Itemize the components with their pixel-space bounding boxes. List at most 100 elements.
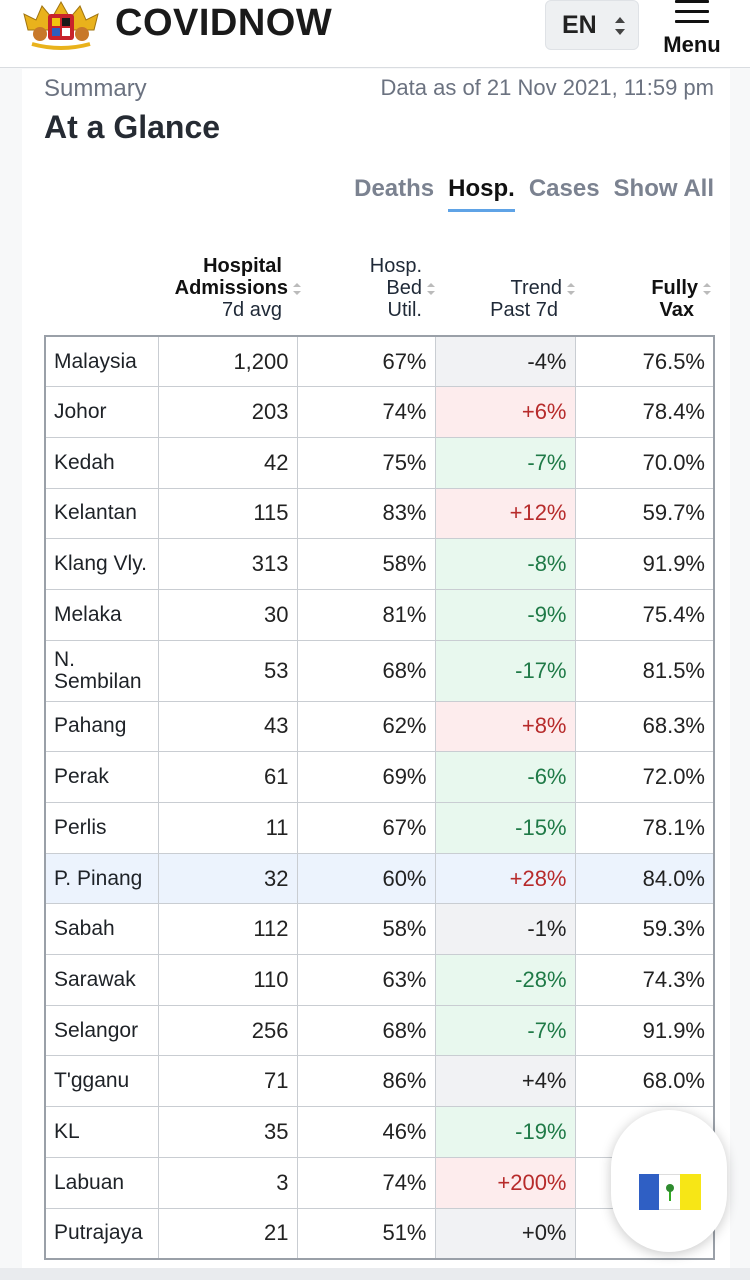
data-timestamp: Data as of 21 Nov 2021, 11:59 pm	[380, 75, 714, 100]
trend-cell: -6%	[434, 751, 576, 803]
table-row[interactable]: Sarawak 110 63% -28% 74.3%	[44, 954, 715, 1006]
table-row[interactable]: N. Sembilan 53 68% -17% 81.5%	[44, 639, 715, 702]
brand-title[interactable]: COVIDNOW	[115, 2, 333, 44]
tab-deaths[interactable]: Deaths	[354, 175, 435, 202]
admissions-cell: 3	[157, 1156, 298, 1209]
sort-icon	[427, 282, 435, 295]
top-bar: COVIDNOW EN Menu	[0, 0, 750, 68]
table-row[interactable]: Pahang 43 62% +8% 68.3%	[44, 700, 715, 753]
state-cell: T'gganu	[44, 1055, 159, 1108]
table-row[interactable]: Kelantan 115 83% +12% 59.7%	[44, 487, 715, 540]
floating-state-button[interactable]	[611, 1110, 727, 1252]
trend-cell: -4%	[434, 335, 576, 388]
state-cell: P. Pinang	[44, 852, 159, 905]
state-cell: Perlis	[44, 802, 159, 854]
fully-vax-cell: 75.4%	[574, 588, 715, 641]
trend-cell: -7%	[434, 1004, 576, 1057]
table-row[interactable]: Kedah 42 75% -7% 70.0%	[44, 436, 715, 489]
table-row[interactable]: Selangor 256 68% -7% 91.9%	[44, 1004, 715, 1057]
trend-cell: +8%	[434, 700, 576, 753]
fully-vax-cell: 74.3%	[574, 954, 715, 1006]
admissions-cell: 21	[157, 1207, 298, 1260]
admissions-cell: 256	[157, 1004, 298, 1057]
menu-button[interactable]: Menu	[660, 0, 730, 60]
fully-vax-cell: 59.7%	[574, 487, 715, 540]
state-cell: Kedah	[44, 436, 159, 489]
table-row[interactable]: Perlis 11 67% -15% 78.1%	[44, 802, 715, 854]
bed-util-cell: 86%	[296, 1055, 436, 1108]
table-row[interactable]: Sabah 112 58% -1% 59.3%	[44, 903, 715, 956]
fully-vax-cell: 68.3%	[574, 700, 715, 753]
table-row[interactable]: Klang Vly. 313 58% -8% 91.9%	[44, 538, 715, 590]
bed-util-cell: 46%	[296, 1106, 436, 1158]
column-header-fully-vax[interactable]: Fully Vax	[622, 277, 712, 321]
admissions-cell: 112	[157, 903, 298, 956]
state-cell: Klang Vly.	[44, 538, 159, 590]
table-row[interactable]: P. Pinang 32 60% +28% 84.0%	[44, 852, 715, 905]
table-row[interactable]: Johor 203 74% +6% 78.4%	[44, 386, 715, 438]
state-cell: KL	[44, 1106, 159, 1158]
column-header-trend[interactable]: Trend Past 7d	[472, 277, 576, 321]
fully-vax-cell: 70.0%	[574, 436, 715, 489]
state-cell: Selangor	[44, 1004, 159, 1057]
bed-util-cell: 60%	[296, 852, 436, 905]
admissions-cell: 53	[157, 639, 298, 702]
trend-cell: -7%	[434, 436, 576, 489]
admissions-cell: 115	[157, 487, 298, 540]
bed-util-cell: 62%	[296, 700, 436, 753]
table-row[interactable]: Malaysia 1,200 67% -4% 76.5%	[44, 335, 715, 388]
trend-cell: -28%	[434, 954, 576, 1006]
column-header-admissions[interactable]: Hospital Admissions 7d avg	[152, 255, 302, 321]
bed-util-cell: 51%	[296, 1207, 436, 1260]
table-row[interactable]: Labuan 3 74% +200%	[44, 1156, 715, 1209]
fully-vax-cell: 59.3%	[574, 903, 715, 956]
language-value: EN	[562, 10, 597, 39]
bed-util-cell: 83%	[296, 487, 436, 540]
bed-util-cell: 58%	[296, 903, 436, 956]
fully-vax-cell: 81.5%	[574, 639, 715, 702]
page-title: At a Glance	[44, 109, 221, 145]
sort-icon	[703, 282, 711, 295]
bed-util-cell: 69%	[296, 751, 436, 803]
bed-util-cell: 67%	[296, 802, 436, 854]
trend-cell: +12%	[434, 487, 576, 540]
admissions-cell: 313	[157, 538, 298, 590]
malaysia-coat-of-arms-logo[interactable]	[22, 0, 100, 52]
table-row[interactable]: Putrajaya 21 51% +0%	[44, 1207, 715, 1260]
bed-util-cell: 68%	[296, 639, 436, 702]
tab-show-all[interactable]: Show All	[613, 175, 714, 202]
tab-cases[interactable]: Cases	[528, 175, 600, 202]
trend-cell: +200%	[434, 1156, 576, 1209]
fully-vax-cell: 91.9%	[574, 1004, 715, 1057]
bed-util-cell: 74%	[296, 386, 436, 438]
sort-caret-icon	[615, 17, 625, 35]
state-cell: N. Sembilan	[44, 639, 159, 702]
state-cell: Melaka	[44, 588, 159, 641]
hamburger-icon	[675, 0, 709, 23]
trend-cell: -19%	[434, 1106, 576, 1158]
column-header-bed-util[interactable]: Hosp. Bed Util.	[344, 255, 436, 321]
metric-tabs: Deaths Hosp. Cases Show All	[354, 175, 714, 212]
admissions-cell: 32	[157, 852, 298, 905]
table-row[interactable]: Perak 61 69% -6% 72.0%	[44, 751, 715, 803]
admissions-cell: 42	[157, 436, 298, 489]
tab-hospital[interactable]: Hosp.	[448, 175, 515, 212]
trend-cell: +28%	[434, 852, 576, 905]
admissions-cell: 110	[157, 954, 298, 1006]
state-cell: Putrajaya	[44, 1207, 159, 1260]
state-cell: Kelantan	[44, 487, 159, 540]
fully-vax-cell: 84.0%	[574, 852, 715, 905]
page-bottom-edge	[0, 1268, 750, 1280]
fully-vax-cell: 76.5%	[574, 335, 715, 388]
trend-cell: -1%	[434, 903, 576, 956]
admissions-cell: 43	[157, 700, 298, 753]
fully-vax-cell: 72.0%	[574, 751, 715, 803]
language-select[interactable]: EN	[545, 0, 639, 50]
section-label: Summary	[44, 75, 147, 102]
bed-util-cell: 68%	[296, 1004, 436, 1057]
table-row[interactable]: Melaka 30 81% -9% 75.4%	[44, 588, 715, 641]
trend-cell: +4%	[434, 1055, 576, 1108]
bed-util-cell: 63%	[296, 954, 436, 1006]
admissions-cell: 30	[157, 588, 298, 641]
table-row[interactable]: T'gganu 71 86% +4% 68.0%	[44, 1055, 715, 1108]
